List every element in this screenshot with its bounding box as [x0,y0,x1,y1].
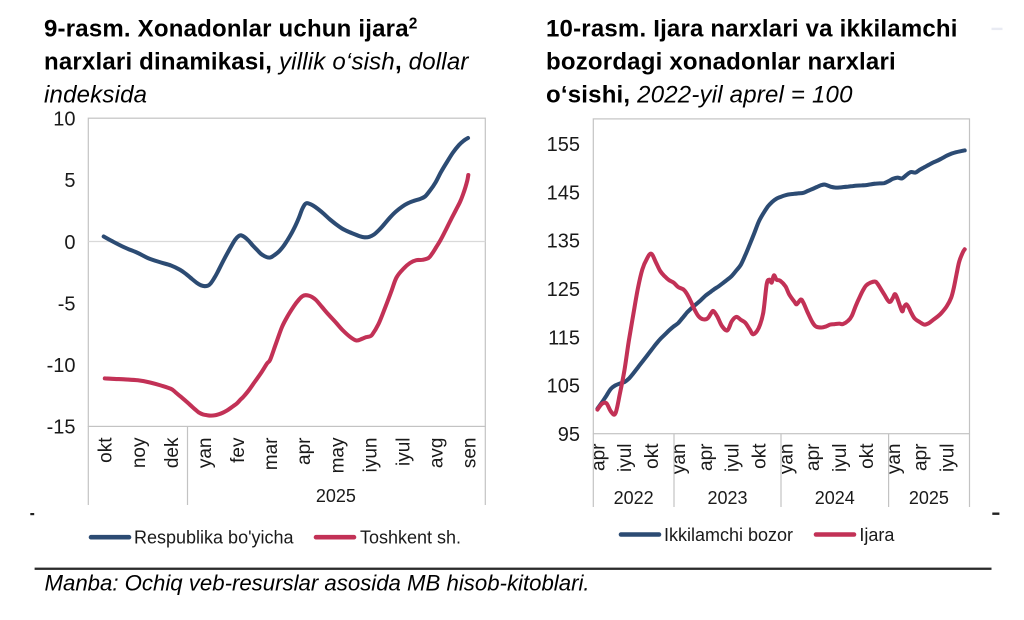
svg-text:-5: -5 [58,293,76,315]
svg-text:145: 145 [547,183,580,205]
svg-text:yan: yan [776,444,797,475]
svg-text:o‘sishi, 2022-yil aprel = 100: o‘sishi, 2022-yil aprel = 100 [546,81,853,108]
svg-text:Respublika bo'yicha: Respublika bo'yicha [134,528,295,548]
svg-text:noy: noy [129,437,150,468]
svg-text:narxlari dinamikasi, yillik o‘: narxlari dinamikasi, yillik o‘sish, doll… [44,48,469,75]
svg-text:apr: apr [696,443,717,471]
svg-text:-15: -15 [47,417,76,439]
svg-text:apr: apr [294,437,315,465]
svg-text:95: 95 [558,424,580,446]
svg-text:2025: 2025 [316,486,356,506]
svg-text:2024: 2024 [815,488,855,508]
svg-text:iyul: iyul [723,444,744,473]
svg-text:iyul: iyul [938,444,959,473]
svg-text:125: 125 [547,279,580,301]
svg-text:5: 5 [64,170,75,192]
svg-text:iyul: iyul [830,444,851,473]
svg-text:0: 0 [64,232,75,254]
svg-text:2023: 2023 [707,488,747,508]
svg-text:okt: okt [750,443,771,469]
svg-text:may: may [327,437,348,473]
svg-text:indeksida: indeksida [44,81,147,108]
svg-text:iyun: iyun [360,438,381,473]
svg-text:apr: apr [588,443,609,471]
svg-text:yan: yan [195,438,216,469]
svg-text:okt: okt [857,443,878,469]
svg-text:Ijara: Ijara [859,525,895,545]
svg-text:apr: apr [803,443,824,471]
svg-text:155: 155 [547,134,580,156]
svg-text:Toshkent sh.: Toshkent sh. [360,528,461,548]
svg-text:2025: 2025 [909,488,949,508]
svg-text:fev: fev [228,437,249,463]
svg-text:135: 135 [547,231,580,253]
svg-text:sen: sen [460,438,481,469]
svg-text:mar: mar [261,437,282,470]
svg-text:yan: yan [884,444,905,475]
svg-text:iyul: iyul [615,444,636,473]
svg-text:9-rasm. Xonadonlar uchun ijara: 9-rasm. Xonadonlar uchun ijara2 [44,15,418,42]
svg-text:iyul: iyul [394,438,415,467]
svg-text:yan: yan [669,444,690,475]
svg-text:115: 115 [548,327,580,349]
svg-text:Ikkilamchi bozor: Ikkilamchi bozor [664,525,793,545]
svg-text:Manba: Ochiq veb-resurslar aso: Manba: Ochiq veb-resurslar asosida MB hi… [45,570,590,595]
svg-text:bozordagi xonadonlar narxlari: bozordagi xonadonlar narxlari [546,48,896,75]
svg-text:10: 10 [53,109,75,131]
svg-text:apr: apr [911,443,932,471]
svg-text:avg: avg [427,438,448,469]
svg-text:-10: -10 [47,355,76,377]
svg-text:dek: dek [162,437,183,468]
svg-text:105: 105 [547,376,580,398]
svg-text:2022: 2022 [614,488,654,508]
svg-text:okt: okt [96,437,117,463]
svg-text:10-rasm. Ijara narxlari va ikk: 10-rasm. Ijara narxlari va ikkilamchi [546,15,958,42]
svg-text:okt: okt [642,443,663,469]
